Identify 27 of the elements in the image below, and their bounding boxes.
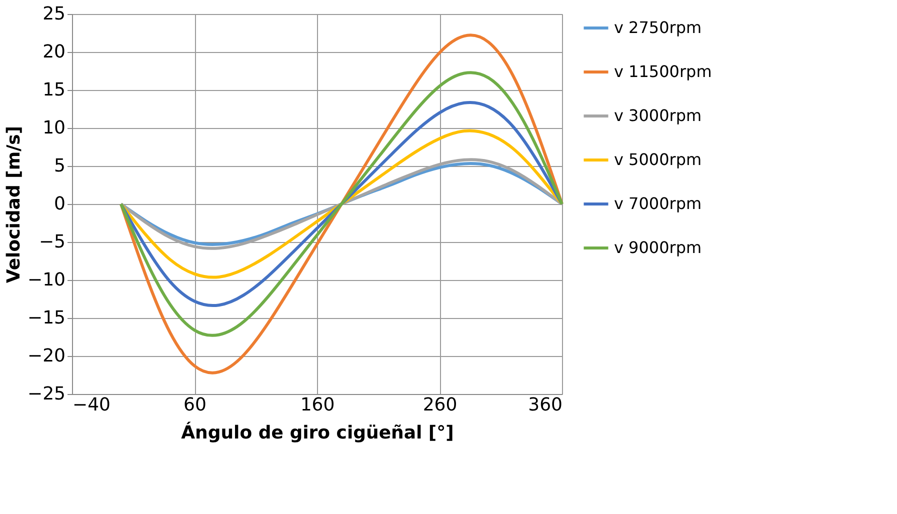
x-tick-label: 160 — [300, 394, 335, 416]
y-tick-label: 5 — [54, 156, 66, 176]
y-tick-label: 10 — [42, 118, 66, 138]
x-tick-label: −40 — [72, 394, 110, 416]
y-tick-label: 15 — [42, 80, 66, 100]
x-tick-label: 60 — [184, 394, 206, 416]
line-series — [120, 129, 564, 279]
legend-label: v 7000rpm — [614, 194, 702, 213]
y-tick-label: −5 — [38, 232, 66, 252]
y-tick-label: −20 — [28, 346, 66, 366]
y-tick-label: 20 — [42, 42, 66, 62]
x-tick-label: 260 — [422, 394, 458, 416]
x-axis-title: Ángulo de giro cigüeñal [°] — [181, 422, 454, 444]
y-tick-label: −10 — [28, 270, 66, 290]
line-series — [120, 34, 564, 374]
x-tick-label: 360 — [528, 394, 562, 416]
legend-label: v 3000rpm — [614, 106, 702, 125]
legend-label: v 11500rpm — [614, 62, 712, 81]
legend-label: v 9000rpm — [614, 238, 702, 257]
y-tick-label: 0 — [54, 194, 66, 214]
legend-label: v 5000rpm — [614, 150, 702, 169]
line-series — [120, 71, 564, 337]
y-tick-label: 25 — [42, 4, 66, 24]
y-tick-label: −15 — [28, 308, 66, 328]
y-axis-title: Velocidad [m/s] — [4, 126, 25, 284]
legend-label: v 2750rpm — [614, 18, 702, 37]
y-tick-label: −25 — [28, 384, 66, 404]
